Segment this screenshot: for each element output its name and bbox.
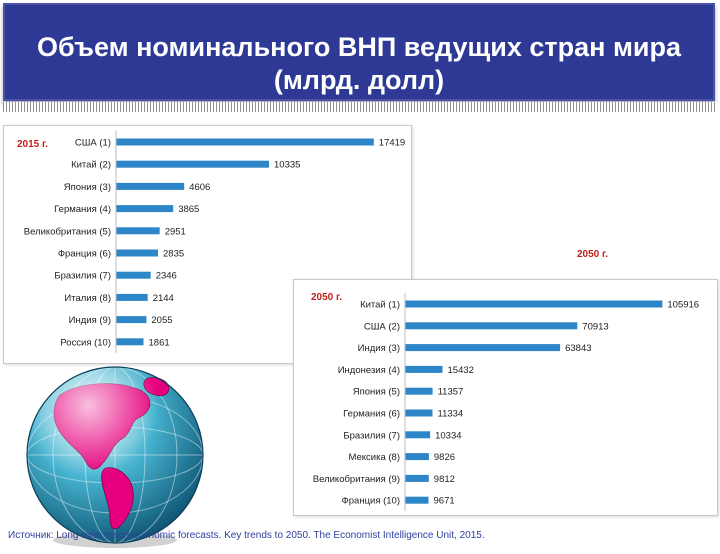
bar <box>405 387 433 395</box>
title-line-2: (млрд. долл) <box>273 65 445 95</box>
value-label: 10334 <box>435 430 461 441</box>
chart-panel-2050: 2050 г. Китай (1) 105916 США (2) 70913 Индия… <box>293 279 718 516</box>
bar <box>405 474 429 482</box>
bar <box>405 322 578 330</box>
value-label: 2055 <box>151 315 172 326</box>
value-label: 63843 <box>565 343 591 354</box>
category-label: Бразилия (7) <box>343 430 400 441</box>
category-label: Китай (1) <box>360 300 400 311</box>
category-label: США (1) <box>75 138 111 149</box>
value-label: 4606 <box>189 182 210 193</box>
value-label: 11357 <box>438 387 464 398</box>
category-label: Индия (9) <box>69 315 111 326</box>
chart-2050-svg: Китай (1) 105916 США (2) 70913 Индия (3) 6384… <box>313 293 699 512</box>
bar <box>405 453 429 461</box>
value-label: 2144 <box>153 293 174 304</box>
bar <box>405 431 431 439</box>
value-label: 9671 <box>434 496 455 507</box>
bar <box>116 271 151 279</box>
bar <box>116 293 148 301</box>
bar <box>116 338 144 346</box>
value-label: 2951 <box>165 226 186 237</box>
value-label: 2346 <box>156 271 177 282</box>
source-note: Источник: Long-term macroeconomic foreca… <box>8 530 485 541</box>
bar <box>116 160 269 168</box>
category-label: Великобритания (9) <box>313 474 400 485</box>
category-label: Великобритания (5) <box>24 226 111 237</box>
bar <box>116 227 160 235</box>
value-label: 17419 <box>379 138 405 149</box>
bar <box>405 365 443 373</box>
bar <box>405 496 429 504</box>
category-label: Франция (10) <box>342 496 400 507</box>
decorative-stripe <box>3 102 717 112</box>
category-label: Мексика (8) <box>348 452 400 463</box>
value-label: 2835 <box>163 249 184 260</box>
value-label: 11334 <box>438 409 464 420</box>
bar <box>405 409 433 417</box>
category-label: Китай (2) <box>71 160 111 171</box>
value-label: 70913 <box>582 321 608 332</box>
bar <box>405 300 663 308</box>
value-label: 9826 <box>434 452 455 463</box>
bar <box>116 182 185 190</box>
year-2050-label: 2050 г. <box>577 249 608 260</box>
chart-2015-svg: США (1) 17419 Китай (2) 10335 Япония (3) 4606… <box>24 130 405 353</box>
value-label: 3865 <box>178 204 199 215</box>
value-label: 10335 <box>274 160 300 171</box>
category-label: Италия (8) <box>64 293 111 304</box>
category-label: Бразилия (7) <box>54 271 111 282</box>
value-label: 9812 <box>434 474 455 485</box>
category-label: Россия (10) <box>60 337 111 348</box>
title-banner: Объем номинального ВНП ведущих стран мир… <box>3 3 715 101</box>
category-label: Индонезия (4) <box>338 365 400 376</box>
category-label: Индия (3) <box>358 343 400 354</box>
value-label: 1861 <box>149 337 170 348</box>
category-label: Франция (6) <box>58 249 111 260</box>
value-label: 105916 <box>667 300 699 311</box>
category-label: Япония (3) <box>64 182 111 193</box>
globe-image <box>20 360 210 550</box>
title-line-1: Объем номинального ВНП ведущих стран мир… <box>36 32 682 62</box>
chart-panel-2015: 2015 г. США (1) 17419 Китай (2) 10335 Япония… <box>3 125 412 364</box>
category-label: Япония (5) <box>353 387 400 398</box>
bar <box>116 138 374 146</box>
category-label: Германия (4) <box>54 204 111 215</box>
bar <box>116 249 158 257</box>
chart-2050-title: 2050 г. <box>311 292 342 303</box>
category-label: США (2) <box>364 321 400 332</box>
category-label: Германия (6) <box>343 409 400 420</box>
value-label: 15432 <box>448 365 474 376</box>
bar <box>405 344 561 352</box>
bar <box>116 316 147 324</box>
chart-2015-title: 2015 г. <box>17 139 48 150</box>
slide-title: Объем номинального ВНП ведущих стран мир… <box>5 31 713 97</box>
bar <box>116 205 174 213</box>
